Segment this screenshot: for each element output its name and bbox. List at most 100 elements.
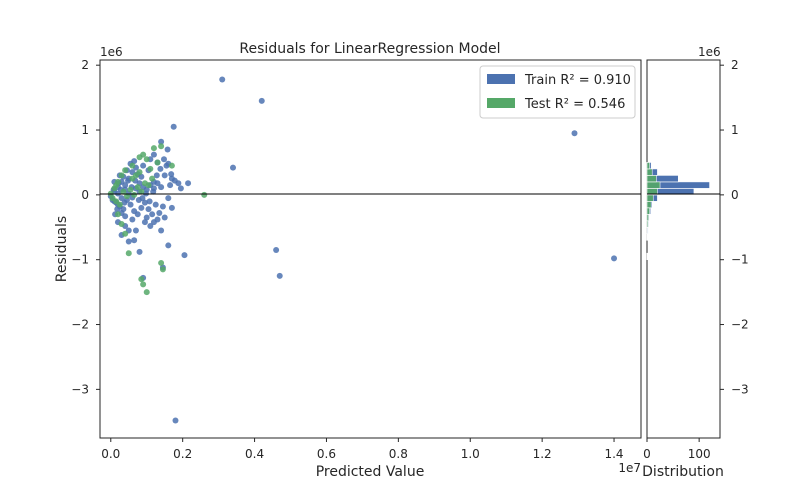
legend-test-label: Test R² = 0.546 [524, 97, 625, 112]
train-point [143, 214, 150, 221]
train-point [138, 173, 145, 180]
test-point [168, 162, 175, 169]
x-tick-label: 0.8 [389, 447, 408, 461]
distribution-y-tick-label: −1 [731, 253, 749, 267]
distribution-y-offset-label: 1e6 [698, 45, 721, 59]
legend-train-label: Train R² = 0.910 [524, 73, 631, 88]
train-point [160, 156, 167, 163]
y-offset-label: 1e6 [100, 45, 123, 59]
train-point [165, 195, 172, 202]
test-hist-bar [646, 207, 650, 215]
train-point [146, 198, 153, 205]
train-point [161, 172, 168, 179]
test-point [147, 165, 154, 172]
train-point [219, 76, 226, 83]
test-hist-bar [646, 233, 648, 241]
x-tick-label: 0.2 [173, 447, 192, 461]
distribution-y-tick-label: 2 [731, 58, 739, 72]
train-point [161, 214, 168, 221]
distribution-axis-label: Distribution [642, 464, 724, 480]
train-point [276, 272, 283, 279]
test-point [131, 191, 138, 198]
chart-title: Residuals for LinearRegression Model [239, 41, 500, 57]
train-point [132, 227, 139, 234]
scatter-points [107, 76, 618, 424]
distribution-y-tick-label: −3 [731, 382, 749, 396]
axis-ticks: 0.0 0.2 0.4 0.6 0.8 1.0 1.2 1.4 −3 −3 −2 −2 −1 −1 0 0 1 1… [71, 58, 748, 461]
train-point [258, 97, 265, 104]
legend-train-swatch [487, 74, 515, 84]
test-point [138, 188, 145, 195]
y-tick-label: −2 [71, 318, 89, 332]
test-point [120, 188, 127, 195]
train-point [230, 164, 237, 171]
distribution-plot-area [646, 59, 721, 439]
residual-plot-area [99, 59, 642, 439]
x-tick-label: 1.4 [604, 447, 623, 461]
train-point [127, 201, 134, 208]
test-point [154, 159, 161, 166]
train-point [114, 206, 121, 213]
test-hist-bar [646, 194, 654, 202]
test-point [150, 145, 157, 152]
train-point [150, 151, 157, 158]
train-point [177, 185, 184, 192]
train-point [134, 211, 141, 218]
train-point [118, 195, 125, 202]
test-hist-bar [646, 175, 657, 183]
test-point [116, 201, 123, 208]
train-point [157, 165, 164, 172]
test-point [114, 211, 121, 218]
test-point [113, 182, 120, 189]
train-point [165, 242, 172, 249]
distribution-y-tick-label: 1 [731, 123, 739, 137]
y-tick-label: 2 [81, 58, 89, 72]
x-tick-label: 1.2 [533, 447, 552, 461]
train-point [153, 172, 160, 179]
train-point [159, 203, 166, 210]
test-hist-bar [646, 168, 653, 176]
y-tick-label: −1 [71, 253, 89, 267]
distribution-y-tick-label: 0 [731, 188, 739, 202]
x-tick-label: 0.4 [245, 447, 264, 461]
test-point [143, 156, 150, 163]
x-axis-label: Predicted Value [316, 464, 425, 480]
train-point [125, 238, 132, 245]
test-hist-bar [646, 226, 648, 235]
y-tick-label: 1 [81, 123, 89, 137]
test-point [123, 193, 130, 200]
train-point [168, 171, 175, 178]
test-point [122, 167, 129, 174]
train-point [152, 201, 159, 208]
train-point [611, 255, 618, 262]
test-point [127, 186, 134, 193]
distribution-x-tick-label: 0 [643, 447, 651, 461]
y-tick-label: 0 [81, 188, 89, 202]
x-tick-label: 0.6 [317, 447, 336, 461]
test-hist-bar [646, 201, 652, 209]
y-tick-label: −3 [71, 382, 89, 396]
train-point [164, 146, 171, 153]
train-point [158, 138, 165, 145]
train-point [170, 123, 177, 130]
train-point [141, 219, 148, 226]
legend-box [479, 65, 636, 119]
train-point [131, 237, 138, 244]
train-point [154, 216, 161, 223]
train-point [158, 227, 165, 234]
train-point [121, 199, 128, 206]
test-hist-bar [646, 214, 649, 222]
y-axis-label: Residuals [54, 216, 70, 282]
train-point [168, 204, 175, 211]
test-point [118, 221, 125, 228]
train-point [131, 158, 138, 165]
test-point [158, 259, 165, 266]
test-point [201, 191, 208, 198]
distribution-x-tick-label: 100 [688, 447, 711, 461]
train-point [141, 199, 148, 206]
test-hist-bar [646, 162, 650, 170]
train-hist-bar [646, 252, 648, 260]
x-tick-label: 1.0 [461, 447, 480, 461]
test-point [134, 184, 141, 191]
